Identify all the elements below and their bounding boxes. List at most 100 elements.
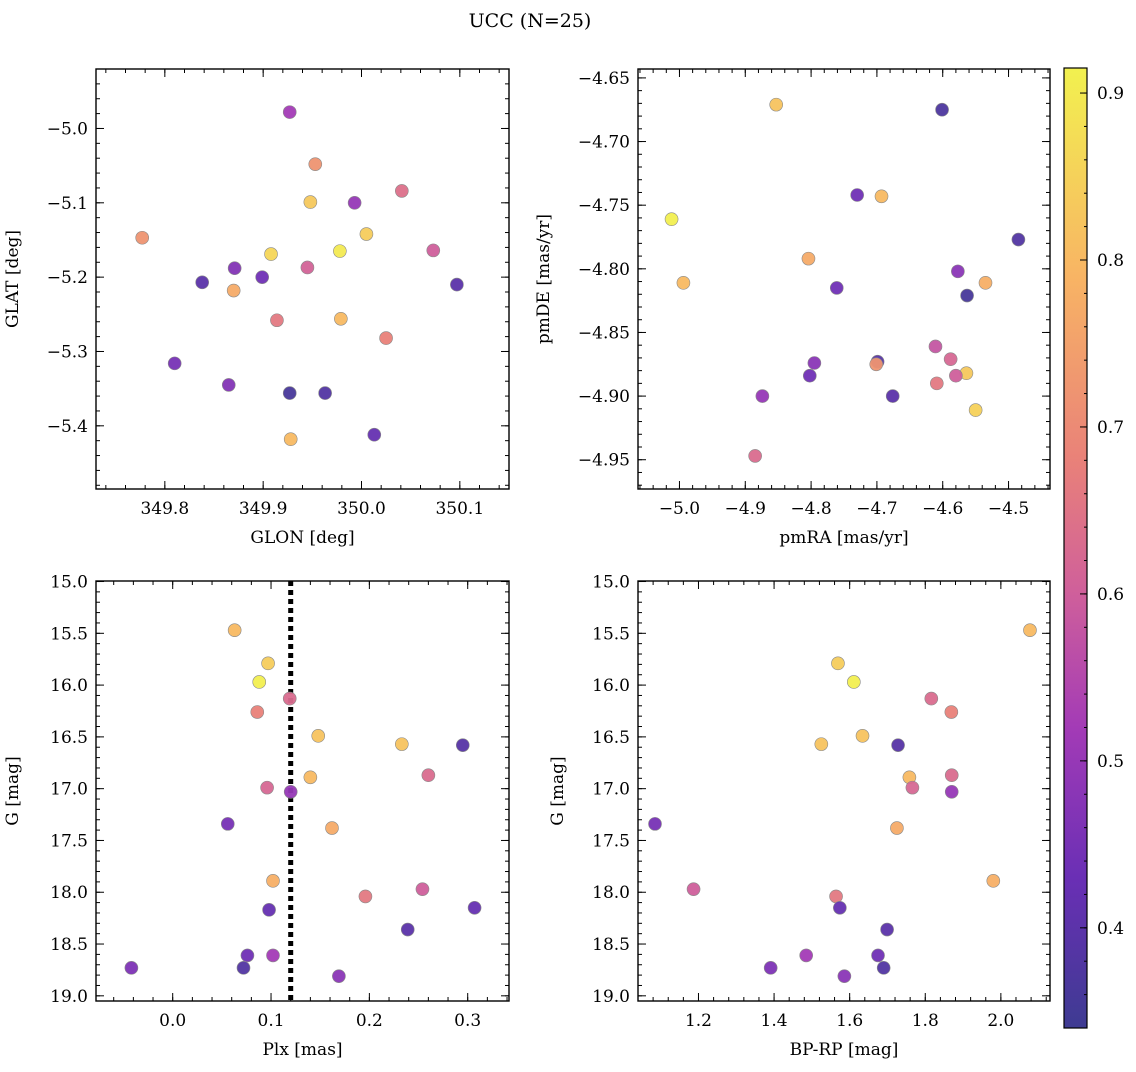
y-tick-label: −5.3 (47, 342, 88, 362)
data-point (871, 948, 885, 963)
data-point (282, 691, 297, 706)
data-point (252, 675, 267, 689)
data-point (124, 961, 139, 975)
data-point (686, 882, 701, 896)
data-point (421, 768, 436, 783)
y-tick-label: 17.5 (592, 831, 630, 851)
axes-frame (637, 580, 1051, 1002)
data-point (332, 969, 346, 983)
data-point (240, 948, 255, 963)
x-tick-label: 0.0 (159, 1011, 186, 1031)
data-point (236, 961, 251, 975)
data-point (943, 352, 958, 366)
data-point (308, 157, 323, 171)
data-point (814, 737, 829, 751)
y-tick-label: 16.5 (592, 728, 630, 748)
axes-frame (95, 68, 510, 490)
data-point (195, 275, 209, 290)
x-axis-label: pmRA [mas/yr] (779, 528, 908, 548)
y-tick-label: 19.0 (592, 987, 630, 1007)
y-tick-label: −4.80 (578, 260, 630, 280)
y-axis-label: G [mag] (548, 756, 568, 825)
y-axis-label: pmDE [mas/yr] (534, 214, 554, 344)
x-tick-label: −4.9 (725, 499, 766, 519)
y-tick-label: 17.5 (50, 831, 88, 851)
y-tick-label: −4.95 (578, 451, 630, 471)
data-point (799, 948, 814, 963)
data-point (831, 656, 845, 671)
colorbar: 0.4 0.5 0.6 0.7 0.8 0.9 (1063, 67, 1124, 1029)
x-tick-label: −5.0 (659, 499, 700, 519)
data-point (829, 889, 843, 904)
data-point (282, 105, 297, 119)
data-point (807, 356, 822, 370)
y-tick-label: 15.0 (50, 573, 88, 593)
data-point (300, 260, 315, 275)
data-point (960, 288, 974, 303)
data-point (802, 368, 817, 383)
data-point (949, 368, 963, 383)
axis-ticks (96, 68, 509, 489)
data-point (1011, 232, 1026, 247)
data-point (891, 738, 905, 752)
data-point (426, 243, 441, 258)
y-tick-label: −4.85 (578, 323, 630, 343)
data-point (880, 922, 894, 937)
data-point (358, 889, 373, 904)
data-point (367, 427, 382, 442)
x-tick-label: 1.4 (761, 1011, 788, 1031)
y-tick-label: 18.0 (592, 883, 630, 903)
data-point (876, 961, 891, 975)
x-tick-label: 1.2 (685, 1011, 712, 1031)
data-point (220, 817, 235, 831)
data-point (978, 276, 993, 290)
data-point (260, 780, 274, 795)
data-point (874, 189, 889, 204)
data-point (261, 656, 275, 671)
y-tick-label: 18.5 (50, 935, 88, 955)
data-point (748, 449, 762, 463)
y-tick-label: 18.5 (592, 935, 630, 955)
colorbar-tick-label: 0.8 (1097, 251, 1124, 271)
y-tick-label: 18.0 (50, 883, 88, 903)
data-points (135, 105, 464, 446)
data-point (264, 247, 278, 261)
colorbar-tick-label: 0.4 (1097, 919, 1124, 939)
y-tick-label: −5.4 (47, 417, 88, 437)
data-point (763, 961, 778, 975)
data-point (648, 817, 662, 831)
x-tick-label: 1.8 (912, 1011, 939, 1031)
data-point (929, 376, 944, 391)
data-point (379, 331, 393, 345)
data-point (333, 244, 347, 258)
data-point (347, 196, 362, 210)
data-point (255, 270, 269, 284)
data-point (450, 277, 464, 292)
y-axis-label: GLAT [deg] (3, 230, 23, 328)
y-tick-label: 17.0 (50, 780, 88, 800)
data-point (951, 264, 965, 279)
data-point (850, 188, 864, 202)
data-point (885, 389, 900, 403)
data-point (944, 768, 959, 783)
y-tick-label: −4.65 (578, 69, 630, 89)
x-tick-label: 349.9 (239, 499, 288, 519)
y-tick-label: −4.70 (578, 133, 630, 153)
data-point (226, 283, 241, 298)
data-point (266, 874, 280, 888)
data-point (664, 212, 679, 226)
x-tick-label: 2.0 (987, 1011, 1014, 1031)
data-point (334, 311, 348, 326)
data-point (455, 738, 470, 752)
data-point (262, 903, 276, 917)
data-point (311, 729, 326, 743)
y-tick-label: −5.2 (47, 268, 88, 288)
x-tick-label: 0.2 (356, 1011, 383, 1031)
data-point (266, 948, 280, 963)
scatter-panel-1: 349.8 349.9 350.0 350.1 −5.0 −5.1 −5.2 −5.3 −5.4… (3, 68, 510, 548)
data-point (250, 705, 265, 719)
data-point (325, 821, 339, 835)
y-tick-label: 19.0 (50, 987, 88, 1007)
data-point (467, 900, 482, 915)
